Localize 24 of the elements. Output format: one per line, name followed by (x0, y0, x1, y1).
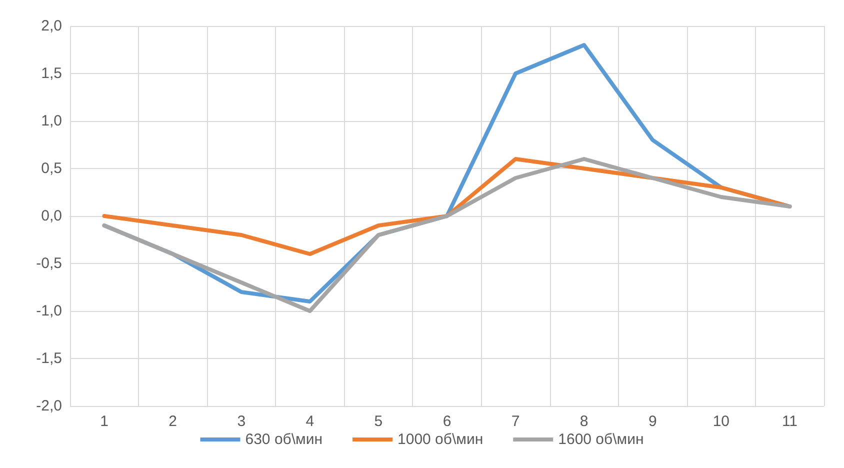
y-tick-label: 1,5 (41, 65, 62, 82)
legend-label: 1000 об\мин (398, 431, 484, 448)
y-tick-label: 0,5 (41, 160, 62, 177)
legend-label: 1600 об\мин (558, 431, 644, 448)
y-tick-label: -0,5 (36, 255, 62, 272)
x-tick-label: 9 (648, 413, 657, 430)
x-tick-label: 10 (712, 413, 730, 430)
x-tick-label: 8 (580, 413, 588, 430)
x-tick-label: 7 (511, 413, 520, 430)
x-tick-label: 11 (782, 413, 798, 430)
y-tick-label: 1,0 (41, 112, 62, 130)
y-tick-label: 0,0 (41, 208, 62, 224)
legend-label: 630 об\мин (245, 431, 323, 448)
x-tick-label: 6 (442, 413, 452, 430)
y-tick-label: -1,0 (36, 302, 62, 320)
x-tick-label: 1 (100, 413, 108, 430)
y-tick-label: 2,0 (41, 18, 62, 34)
x-tick-label: 4 (306, 413, 314, 430)
line-series (102, 157, 792, 313)
x-tick-label: 3 (237, 413, 246, 430)
x-tick-label: 2 (168, 413, 177, 430)
x-tick-label: 5 (374, 413, 383, 430)
y-tick-label: -2,0 (36, 398, 62, 414)
y-tick-label: -1,5 (36, 350, 62, 367)
